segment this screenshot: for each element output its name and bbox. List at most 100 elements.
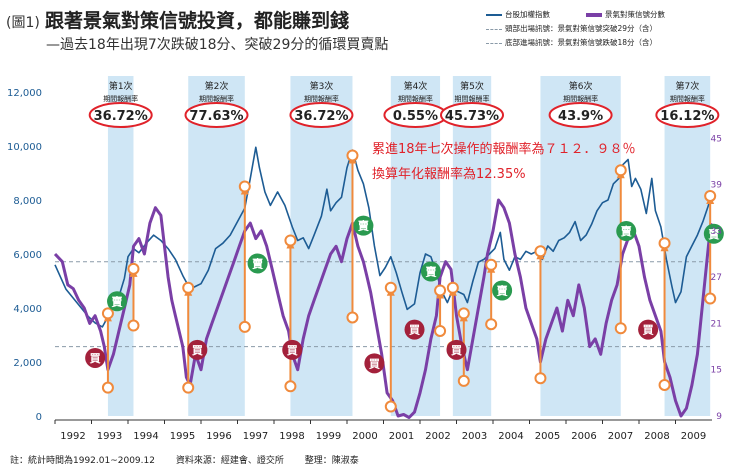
- sell-signal-label: 賣: [620, 224, 633, 238]
- return-oval: [289, 102, 354, 128]
- buy-signal-label: 買: [451, 344, 462, 357]
- move-end-marker: [238, 180, 251, 193]
- buy-signal-bubble: [85, 347, 106, 368]
- move-end-marker: [658, 237, 671, 250]
- buy-signal-label: 買: [192, 344, 203, 357]
- buy-signal-label: 買: [409, 324, 420, 337]
- move-end-marker: [182, 281, 195, 294]
- cycle-period-label: 期間報酬率: [455, 94, 490, 103]
- move-start-marker: [384, 400, 397, 413]
- move-start-marker: [658, 378, 671, 391]
- return-oval: [184, 102, 249, 128]
- footnote-editor: 整理：陳淑泰: [304, 456, 359, 466]
- move-start-marker: [238, 320, 251, 333]
- cycle-period-label: 期間報酬率: [304, 94, 339, 103]
- y-left-tick: 2,000: [13, 358, 42, 369]
- y-right-tick: 45: [711, 134, 722, 144]
- legend-item-bottom-signal: 底部進場訊號：景氣對策信號跌破18分（含）: [486, 37, 657, 48]
- legend-swatch-bottom-signal: [486, 42, 502, 44]
- return-value: 16.12%: [660, 109, 714, 124]
- move-end-marker: [434, 284, 447, 297]
- annotation-cumulative-return: 累進18年七次操作的報酬率為７１２．９８％: [372, 142, 636, 157]
- cycle-band: [540, 76, 621, 416]
- buy-signal-bubble: [404, 319, 425, 340]
- x-tick-label: 1996: [206, 431, 231, 442]
- cycle-label: 第1次: [109, 80, 133, 92]
- sell-signal-label: 賣: [496, 283, 509, 297]
- legend-label-score: 景氣對策信號分數: [605, 10, 665, 19]
- buy-signal-bubble: [446, 339, 467, 360]
- cycle-period-label: 期間報酬率: [670, 94, 705, 103]
- cycle-label: 第2次: [205, 80, 229, 92]
- sell-signal-label: 賣: [357, 219, 370, 233]
- legend-item-top-signal: 頭部出場訊號：景氣對策信號突破29分（含）: [486, 23, 657, 34]
- cycle-label: 第6次: [569, 80, 593, 92]
- move-start-marker: [485, 318, 498, 331]
- footnote-period: 註：統計時間為1992.01~2009.12: [10, 456, 155, 466]
- x-tick-label: 2003: [462, 431, 487, 442]
- move-start-marker: [101, 381, 114, 394]
- x-tick-label: 2006: [571, 431, 596, 442]
- cycle-period-label: 期間報酬率: [103, 94, 138, 103]
- x-tick-label: 1993: [97, 431, 122, 442]
- return-value: 43.9%: [558, 109, 603, 124]
- return-value: 36.72%: [94, 109, 148, 124]
- annotation-annualized-return: 換算年化報酬率為12.35%: [372, 167, 526, 182]
- move-end-marker: [346, 149, 359, 162]
- x-tick-label: 2004: [498, 431, 523, 442]
- buy-signal-label: 買: [90, 352, 101, 365]
- y-right-tick: 21: [711, 319, 722, 329]
- move-start-marker: [346, 311, 359, 324]
- sell-signal-bubble: [353, 215, 374, 236]
- sell-signal-label: 賣: [707, 227, 720, 241]
- move-end-marker: [614, 164, 627, 177]
- x-tick-label: 1994: [133, 431, 158, 442]
- move-end-marker: [446, 281, 459, 294]
- chart-subtitle: —過去18年出現7次跌破18分、突破29分的循環買賣點: [46, 37, 389, 53]
- move-start-marker: [434, 324, 447, 337]
- buy-signal-label: 買: [287, 344, 298, 357]
- legend-label-top-signal: 頭部出場訊號：景氣對策信號突破29分（含）: [505, 24, 658, 33]
- move-end-marker: [704, 189, 717, 202]
- sell-signal-label: 賣: [424, 265, 437, 279]
- cycle-label: 第5次: [460, 80, 484, 92]
- move-start-marker: [457, 374, 470, 387]
- move-start-marker: [182, 381, 195, 394]
- return-value: 45.73%: [445, 109, 499, 124]
- move-start-marker: [127, 319, 140, 332]
- legend-label-bottom-signal: 底部進場訊號：景氣對策信號跌破18分（含）: [505, 38, 658, 47]
- legend-swatch-top-signal: [486, 28, 502, 30]
- cycle-period-label: 期間報酬率: [398, 94, 433, 103]
- x-tick-label: 2001: [389, 431, 414, 442]
- y-right-tick: 33: [711, 227, 722, 237]
- sell-signal-bubble: [616, 221, 637, 242]
- return-value: 77.63%: [189, 109, 243, 124]
- y-right-tick: 39: [711, 181, 723, 191]
- sell-signal-label: 賣: [111, 294, 124, 308]
- footnote-source: 資料來源：經建會、證交所: [175, 456, 284, 466]
- return-oval: [440, 102, 505, 128]
- return-oval: [655, 102, 720, 128]
- legend-swatch-index: [486, 14, 502, 16]
- legend-item-score: 景氣對策信號分數: [586, 9, 665, 20]
- move-end-marker: [101, 307, 114, 320]
- legend-swatch-score: [586, 13, 602, 17]
- y-left-tick: 10,000: [7, 142, 42, 153]
- sell-signal-bubble: [107, 291, 128, 312]
- x-tick-label: 1998: [279, 431, 304, 442]
- sell-signal-label: 賣: [251, 256, 264, 270]
- x-tick-label: 2002: [425, 431, 450, 442]
- buy-signal-label: 買: [643, 324, 654, 337]
- y-right-tick: 27: [711, 273, 722, 283]
- cycle-label: 第4次: [404, 80, 428, 92]
- y-right-tick: 15: [711, 366, 722, 376]
- return-oval: [88, 102, 153, 128]
- return-oval: [548, 102, 613, 128]
- x-tick-label: 2008: [644, 431, 669, 442]
- sell-signal-bubble: [492, 280, 513, 301]
- legend-label-index: 台股加權指數: [505, 10, 550, 19]
- legend: 台股加權指數 景氣對策信號分數 頭部出場訊號：景氣對策信號突破29分（含） 底部…: [486, 6, 722, 52]
- move-start-marker: [614, 322, 627, 335]
- x-tick-label: 2005: [535, 431, 560, 442]
